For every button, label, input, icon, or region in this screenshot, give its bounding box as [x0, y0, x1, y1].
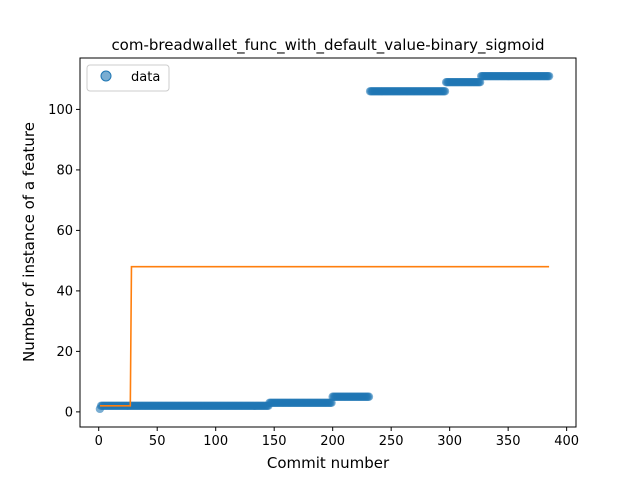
y-axis-label: Number of instance of a feature — [20, 122, 38, 362]
y-tick-label: 100 — [48, 103, 73, 118]
legend-data-marker — [100, 70, 112, 82]
y-tick-label: 40 — [56, 284, 73, 299]
fit-line — [99, 265, 550, 407]
x-tick-label: 200 — [320, 434, 345, 449]
y-tick-label: 60 — [56, 224, 73, 239]
x-tick-label: 0 — [95, 434, 103, 449]
x-tick-label: 300 — [437, 434, 462, 449]
x-axis-label: Commit number — [267, 454, 390, 472]
legend-data-label: data — [131, 70, 160, 85]
x-tick-label: 350 — [496, 434, 521, 449]
data-point — [544, 71, 554, 81]
x-tick-label: 150 — [262, 434, 287, 449]
y-axis: 0 20 40 60 80 100 — [48, 103, 80, 420]
y-tick-label: 80 — [56, 163, 73, 178]
data-point — [440, 87, 450, 96]
plot-area — [95, 71, 554, 414]
x-tick-label: 50 — [149, 434, 166, 449]
x-tick-label: 100 — [203, 434, 228, 449]
plot-frame — [79, 57, 577, 428]
x-axis: 0 50 100 150 200 250 300 350 400 — [95, 427, 579, 449]
x-tick-label: 400 — [554, 434, 579, 449]
y-tick-label: 0 — [65, 405, 73, 420]
data-point — [364, 392, 374, 401]
x-tick-label: 250 — [379, 434, 404, 449]
chart-title: com-breadwallet_func_with_default_value-… — [111, 36, 544, 55]
y-tick-label: 20 — [56, 345, 73, 360]
legend: data — [86, 64, 170, 92]
